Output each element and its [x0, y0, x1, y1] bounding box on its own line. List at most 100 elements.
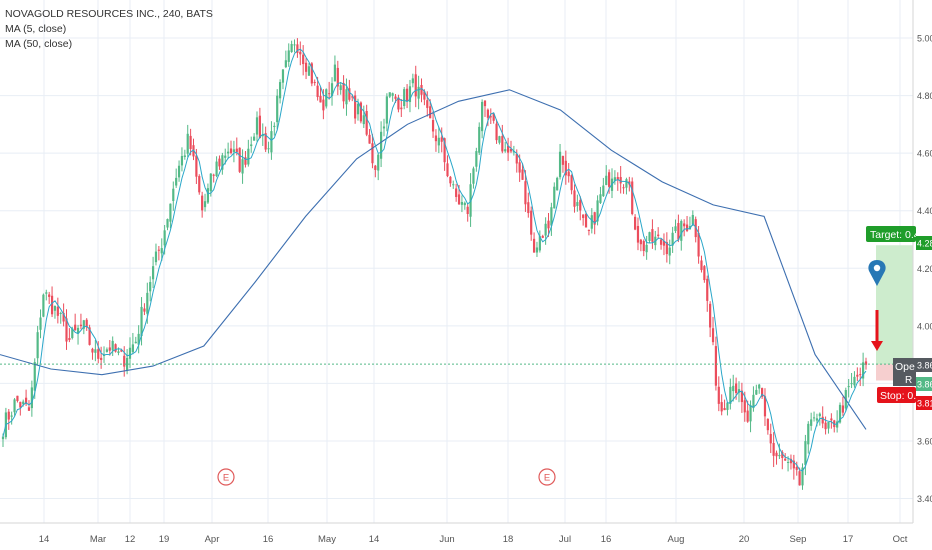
- candle-body: [758, 384, 761, 389]
- candle: [642, 239, 645, 257]
- ma5-line: [2, 48, 867, 472]
- candle-body: [524, 181, 527, 205]
- candle-body: [356, 103, 360, 115]
- candle: [657, 227, 660, 239]
- candle: [521, 163, 524, 180]
- candle: [189, 128, 192, 156]
- candle-body: [446, 163, 449, 177]
- svg-text:3.86: 3.86: [917, 361, 932, 371]
- earnings-event-icon[interactable]: E: [217, 468, 235, 486]
- price-axis[interactable]: 5.004.804.604.404.204.003.803.603.40: [0, 0, 932, 524]
- candlesticks: [1, 38, 868, 490]
- candle: [79, 313, 83, 330]
- candle-body: [786, 461, 790, 463]
- time-axis[interactable]: 14 Mar 12 19 Apr 16 May 14 Jun 18 Jul 16 Aug 20 Sep 17 O…: [39, 534, 908, 545]
- candle: [789, 454, 793, 470]
- candle: [463, 201, 466, 210]
- candle-body: [631, 181, 634, 215]
- candle-body: [79, 324, 83, 327]
- target-label[interactable]: Target: 0.4: [866, 226, 920, 242]
- candle-body: [821, 416, 824, 424]
- candle-body: [146, 292, 149, 314]
- candle: [556, 176, 559, 191]
- candle-body: [429, 106, 432, 119]
- candle: [573, 184, 576, 213]
- candle: [151, 256, 155, 289]
- candle: [400, 98, 403, 118]
- candle: [417, 75, 420, 110]
- candle: [348, 79, 351, 102]
- candle: [278, 79, 282, 104]
- time-tick-label: Oct: [893, 534, 908, 545]
- candle: [775, 450, 778, 465]
- candle: [134, 336, 137, 344]
- candle: [862, 352, 865, 387]
- candle: [313, 79, 316, 86]
- stop-label[interactable]: Stop: 0.: [877, 387, 916, 403]
- candle: [706, 275, 709, 312]
- candle-body: [579, 200, 582, 211]
- marker-pin-icon[interactable]: [868, 260, 886, 286]
- candle-body: [683, 223, 686, 227]
- time-tick-label: 16: [263, 534, 274, 545]
- candle-body: [177, 165, 181, 178]
- candle: [94, 339, 97, 362]
- candle-body: [238, 147, 241, 172]
- candle: [59, 311, 62, 324]
- candle-body: [752, 394, 755, 409]
- candle: [677, 214, 680, 243]
- candle: [532, 232, 536, 253]
- earnings-event-icon[interactable]: E: [538, 468, 556, 486]
- candle-body: [65, 318, 68, 342]
- candle-body: [671, 232, 674, 246]
- candle: [100, 346, 103, 369]
- candle: [365, 104, 368, 137]
- candle-body: [336, 67, 339, 87]
- candle-body: [348, 88, 351, 100]
- candle-body: [359, 102, 362, 122]
- candle: [616, 172, 619, 191]
- candle: [648, 231, 651, 243]
- candle-body: [319, 95, 322, 103]
- candle: [91, 347, 94, 360]
- ma50-legend[interactable]: MA (50, close): [5, 38, 73, 50]
- target-price-badge: 4.28: [916, 236, 932, 250]
- candle-body: [374, 165, 377, 170]
- candle-body: [365, 110, 368, 135]
- candle: [362, 105, 365, 128]
- candle: [310, 62, 313, 87]
- candle-body: [163, 230, 166, 246]
- candle-body: [801, 467, 804, 486]
- candle: [255, 111, 259, 142]
- candle-body: [229, 148, 233, 154]
- candle: [186, 124, 189, 158]
- candle: [671, 226, 674, 253]
- entry-label[interactable]: Ope R: [893, 358, 916, 386]
- candle-body: [576, 202, 579, 206]
- candle-body: [723, 408, 726, 411]
- candle: [810, 412, 813, 431]
- symbol-title[interactable]: NOVAGOLD RESOURCES INC., 240, BATS: [5, 8, 213, 20]
- candle: [729, 378, 732, 410]
- candle-body: [547, 220, 550, 229]
- candle: [827, 421, 830, 434]
- candle: [821, 406, 824, 429]
- time-tick-label: Jun: [439, 534, 454, 545]
- candle: [411, 73, 414, 88]
- candle-body: [391, 93, 394, 96]
- candle: [639, 238, 642, 252]
- candle: [547, 212, 550, 237]
- time-tick-label: 17: [843, 534, 854, 545]
- candle: [486, 108, 489, 127]
- candle-body: [7, 411, 10, 420]
- candle: [619, 165, 622, 194]
- time-tick-label: 19: [159, 534, 170, 545]
- candle-body: [743, 400, 746, 413]
- candle-body: [62, 312, 65, 322]
- candle-body: [700, 260, 703, 271]
- candle-body: [10, 415, 13, 417]
- ma5-legend[interactable]: MA (5, close): [5, 23, 67, 35]
- candle-body: [853, 376, 856, 386]
